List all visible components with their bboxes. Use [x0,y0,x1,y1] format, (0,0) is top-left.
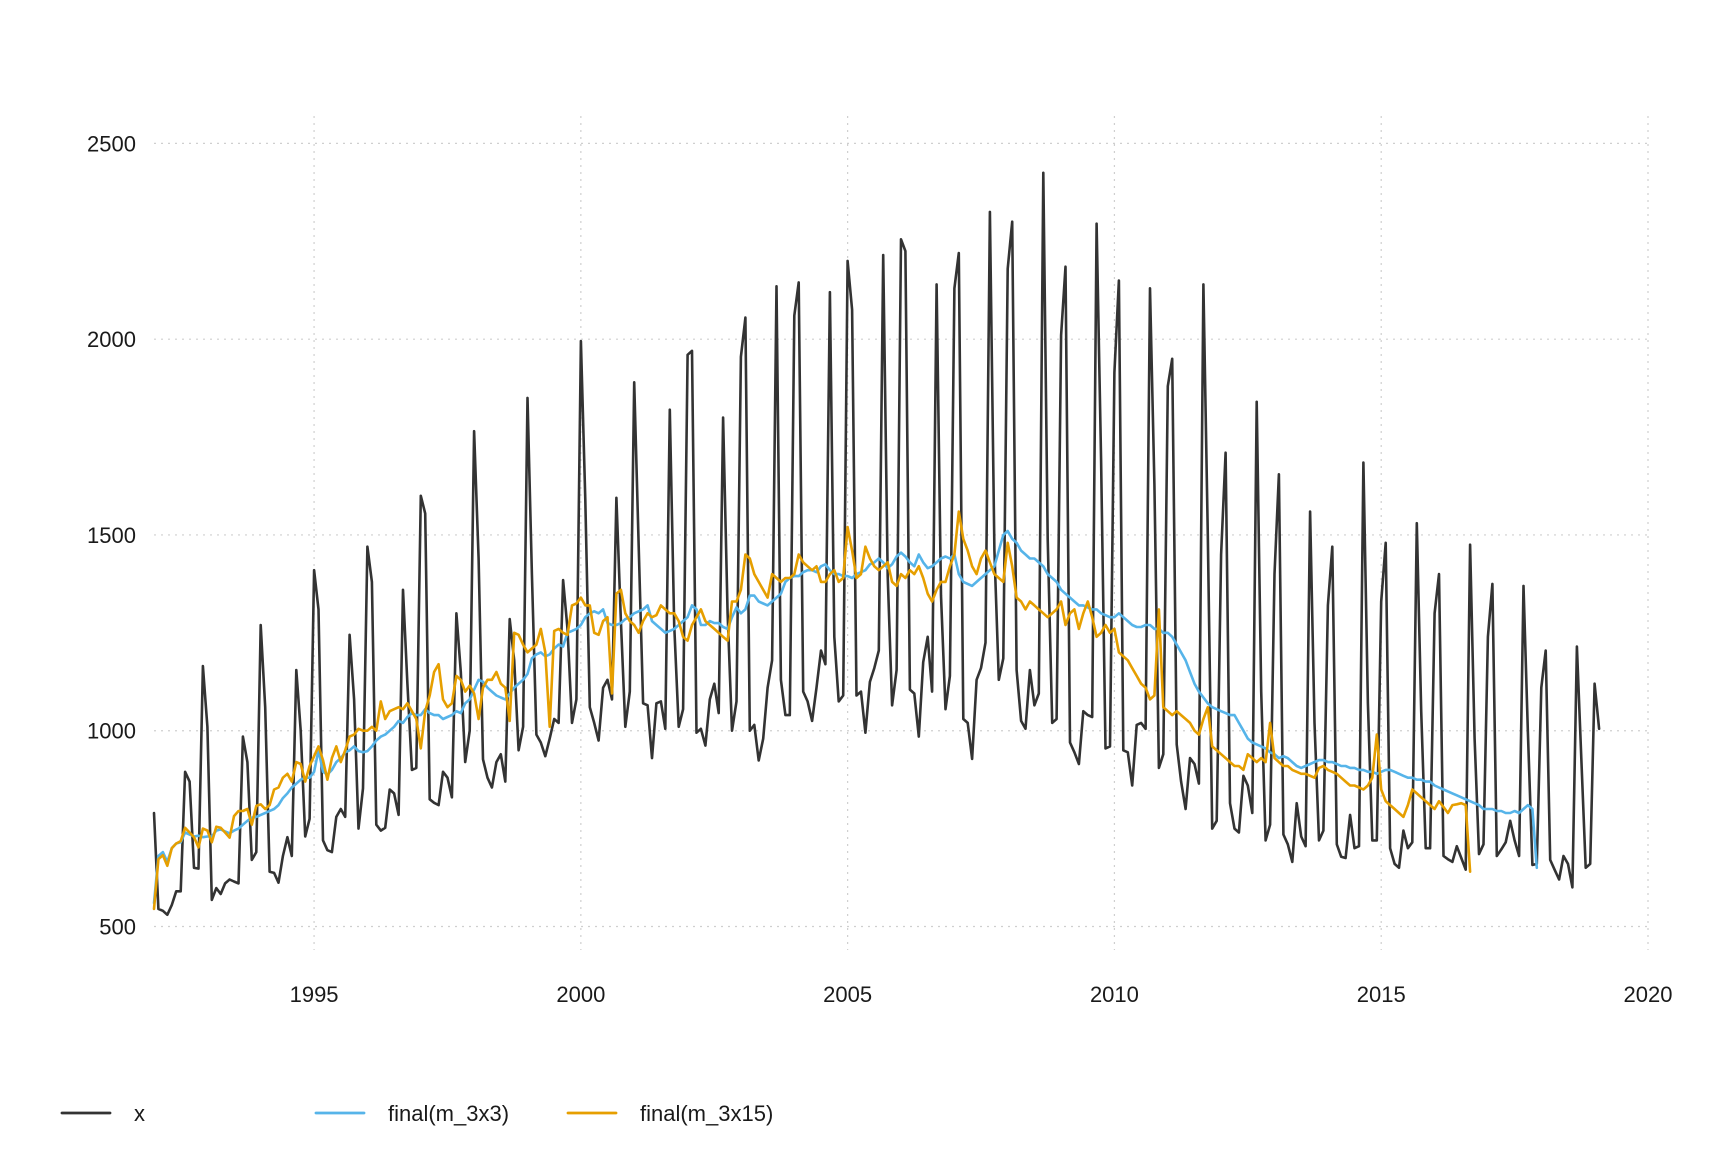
legend-label: x [134,1101,145,1126]
x-tick-label: 1995 [290,982,339,1007]
grid [154,116,1649,950]
y-tick-label: 1500 [87,523,136,548]
series-line-x [152,171,1601,917]
legend-label: final(m_3x3) [388,1101,509,1126]
y-tick-label: 500 [99,915,136,940]
legend: x final(m_3x3) final(m_3x15) [60,1101,773,1126]
axis-tick-labels: 500 1000 1500 2000 2500 1995 2000 2005 2010 2015 2… [87,131,1672,1007]
series-lines [152,171,1601,917]
legend-label: final(m_3x15) [640,1101,773,1126]
y-tick-label: 1000 [87,719,136,744]
y-tick-label: 2000 [87,327,136,352]
series-line-final-m-3x15 [152,510,1472,911]
x-tick-label: 2010 [1090,982,1139,1007]
x-tick-label: 2020 [1624,982,1673,1007]
x-tick-label: 2005 [823,982,872,1007]
x-tick-label: 2015 [1357,982,1406,1007]
x-tick-label: 2000 [556,982,605,1007]
y-tick-label: 2500 [87,131,136,156]
series-line-final-m-3x3 [152,529,1539,905]
